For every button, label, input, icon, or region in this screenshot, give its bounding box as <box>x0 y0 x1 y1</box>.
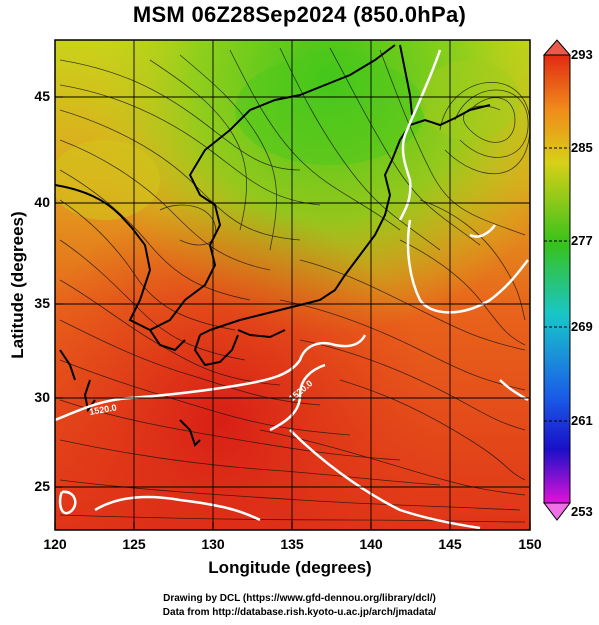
height-contours <box>55 49 529 530</box>
x-tick-label: 125 <box>122 536 146 552</box>
colorbar-tick-label: 277 <box>571 233 593 248</box>
axis-ticks <box>54 96 531 530</box>
colorbar-lower-arrow <box>542 502 572 521</box>
y-axis-label: Latitude (degrees) <box>8 211 27 359</box>
contour-label: 1520.0 <box>89 402 118 417</box>
y-tick-label: 25 <box>34 478 50 494</box>
colorbar-upper-arrow <box>542 39 572 56</box>
colorbar-tick-label: 293 <box>571 47 593 62</box>
coastlines <box>55 44 491 447</box>
colorbar-tick-label: 261 <box>571 413 593 428</box>
colorbar-scale <box>543 54 571 504</box>
x-axis-label: Longitude (degrees) <box>208 558 372 577</box>
colorbar <box>542 39 572 521</box>
x-tick-label: 145 <box>438 536 462 552</box>
y-tick-label: 30 <box>34 389 50 405</box>
colorbar-tick-label: 285 <box>571 140 593 155</box>
colorbar-tick-label: 269 <box>571 319 593 334</box>
x-tick-label: 130 <box>201 536 225 552</box>
colorbar-tick-label: 253 <box>571 504 593 519</box>
x-tick-label: 135 <box>280 536 304 552</box>
x-tick-label: 140 <box>359 536 383 552</box>
x-tick-label: 120 <box>43 536 67 552</box>
credit-drawing: Drawing by DCL (https://www.gfd-dennou.o… <box>163 593 436 604</box>
y-tick-label: 45 <box>34 88 50 104</box>
lat-lon-grid <box>55 40 530 530</box>
y-tick-label: 40 <box>34 194 50 210</box>
credit-data: Data from http://database.rish.kyoto-u.a… <box>162 607 437 618</box>
x-tick-label: 150 <box>518 536 542 552</box>
y-tick-label: 35 <box>34 295 50 311</box>
map-title: MSM 06Z28Sep2024 (850.0hPa) <box>132 2 467 27</box>
